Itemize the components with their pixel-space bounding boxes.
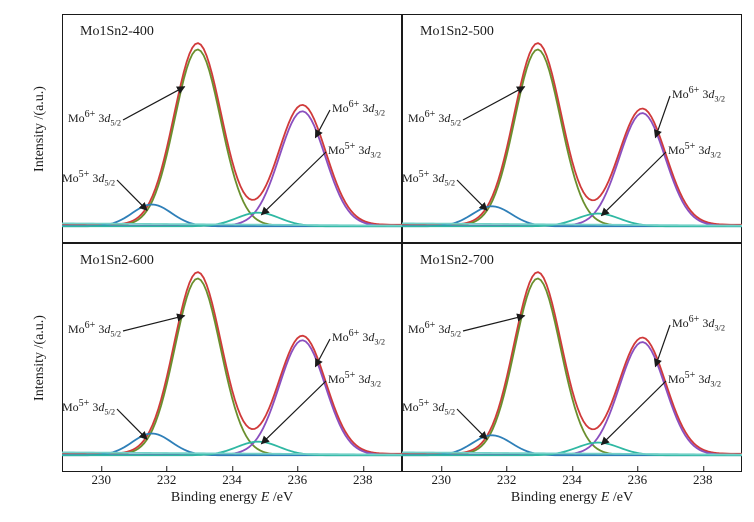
annotation-mo5_32: Mo5+ 3d3/2 bbox=[328, 142, 381, 160]
panel-svg bbox=[62, 14, 402, 243]
annotation-mo6_52: Mo6+ 3d5/2 bbox=[408, 321, 461, 339]
annotation-mo6_32: Mo6+ 3d3/2 bbox=[332, 100, 385, 118]
annotation-arrow bbox=[315, 339, 330, 367]
annotation-arrow bbox=[123, 316, 185, 331]
panel-br: Mo1Sn2-700 Mo6+ 3d5/2 Mo5+ 3d5/2 Mo6+ 3d3/2… bbox=[402, 243, 742, 472]
curve-envelope bbox=[62, 43, 402, 225]
x-tick-label: 236 bbox=[628, 472, 648, 488]
annotation-mo5_52: Mo5+ 3d5/2 bbox=[402, 170, 455, 188]
annotation-mo6_32: Mo6+ 3d3/2 bbox=[672, 86, 725, 104]
annotation-mo6_32: Mo6+ 3d3/2 bbox=[332, 329, 385, 347]
curve-envelope bbox=[402, 272, 742, 454]
annotation-mo5_52: Mo5+ 3d5/2 bbox=[402, 399, 455, 417]
panel-svg bbox=[402, 243, 742, 472]
panel-tl: Mo1Sn2-400 Mo6+ 3d5/2 Mo5+ 3d5/2 Mo6+ 3d3/2… bbox=[62, 14, 402, 243]
x-tick-label: 232 bbox=[497, 472, 517, 488]
curve-envelope bbox=[62, 272, 402, 454]
annotation-mo5_32: Mo5+ 3d3/2 bbox=[668, 371, 721, 389]
curve-mo6_5_2 bbox=[402, 49, 742, 225]
curve-mo6_5_2 bbox=[402, 278, 742, 454]
annotation-mo6_52: Mo6+ 3d5/2 bbox=[68, 110, 121, 128]
curve-mo6_5_2 bbox=[62, 278, 402, 454]
annotation-arrow bbox=[261, 152, 326, 215]
x-tick-label: 230 bbox=[431, 472, 451, 488]
annotation-arrow bbox=[655, 325, 670, 367]
annotation-arrow bbox=[117, 409, 147, 439]
panel-title: Mo1Sn2-700 bbox=[420, 253, 494, 269]
curve-mo6_5_2 bbox=[62, 49, 402, 225]
panel-svg bbox=[402, 14, 742, 243]
xps-figure: Mo1Sn2-400 Mo6+ 3d5/2 Mo5+ 3d5/2 Mo6+ 3d3/2… bbox=[0, 0, 754, 522]
panel-bl: Mo1Sn2-600 Mo6+ 3d5/2 Mo5+ 3d5/2 Mo6+ 3d3/2… bbox=[62, 243, 402, 472]
annotation-arrow bbox=[601, 381, 666, 445]
panel-title: Mo1Sn2-600 bbox=[80, 253, 154, 269]
annotation-mo5_32: Mo5+ 3d3/2 bbox=[328, 371, 381, 389]
annotation-mo6_32: Mo6+ 3d3/2 bbox=[672, 315, 725, 333]
y-axis-label: Intensity /(a.u.) bbox=[32, 315, 48, 401]
annotation-mo5_52: Mo5+ 3d5/2 bbox=[62, 170, 115, 188]
annotation-arrow bbox=[457, 409, 487, 439]
x-axis-label: Binding energy E /eV bbox=[511, 490, 633, 506]
annotation-mo6_52: Mo6+ 3d5/2 bbox=[68, 321, 121, 339]
panel-svg bbox=[62, 243, 402, 472]
x-tick-label: 232 bbox=[157, 472, 177, 488]
annotation-arrow bbox=[457, 180, 487, 210]
panel-title: Mo1Sn2-500 bbox=[420, 24, 494, 40]
panel-tr: Mo1Sn2-500 Mo6+ 3d5/2 Mo5+ 3d5/2 Mo6+ 3d3/2… bbox=[402, 14, 742, 243]
annotation-arrow bbox=[261, 381, 326, 444]
x-tick-label: 238 bbox=[353, 472, 373, 488]
x-axis-label: Binding energy E /eV bbox=[171, 490, 293, 506]
x-tick-label: 236 bbox=[288, 472, 308, 488]
annotation-mo5_32: Mo5+ 3d3/2 bbox=[668, 142, 721, 160]
x-tick-label: 230 bbox=[91, 472, 111, 488]
annotation-arrow bbox=[463, 316, 525, 331]
annotation-arrow bbox=[315, 110, 330, 138]
x-tick-label: 238 bbox=[693, 472, 713, 488]
x-tick-label: 234 bbox=[562, 472, 582, 488]
y-axis-label: Intensity /(a.u.) bbox=[32, 86, 48, 172]
panel-title: Mo1Sn2-400 bbox=[80, 24, 154, 40]
annotation-mo5_52: Mo5+ 3d5/2 bbox=[62, 399, 115, 417]
annotation-arrow bbox=[117, 180, 147, 210]
annotation-arrow bbox=[655, 96, 670, 138]
annotation-mo6_52: Mo6+ 3d5/2 bbox=[408, 110, 461, 128]
x-tick-label: 234 bbox=[222, 472, 242, 488]
curve-envelope bbox=[402, 43, 742, 225]
annotation-arrow bbox=[601, 152, 666, 216]
